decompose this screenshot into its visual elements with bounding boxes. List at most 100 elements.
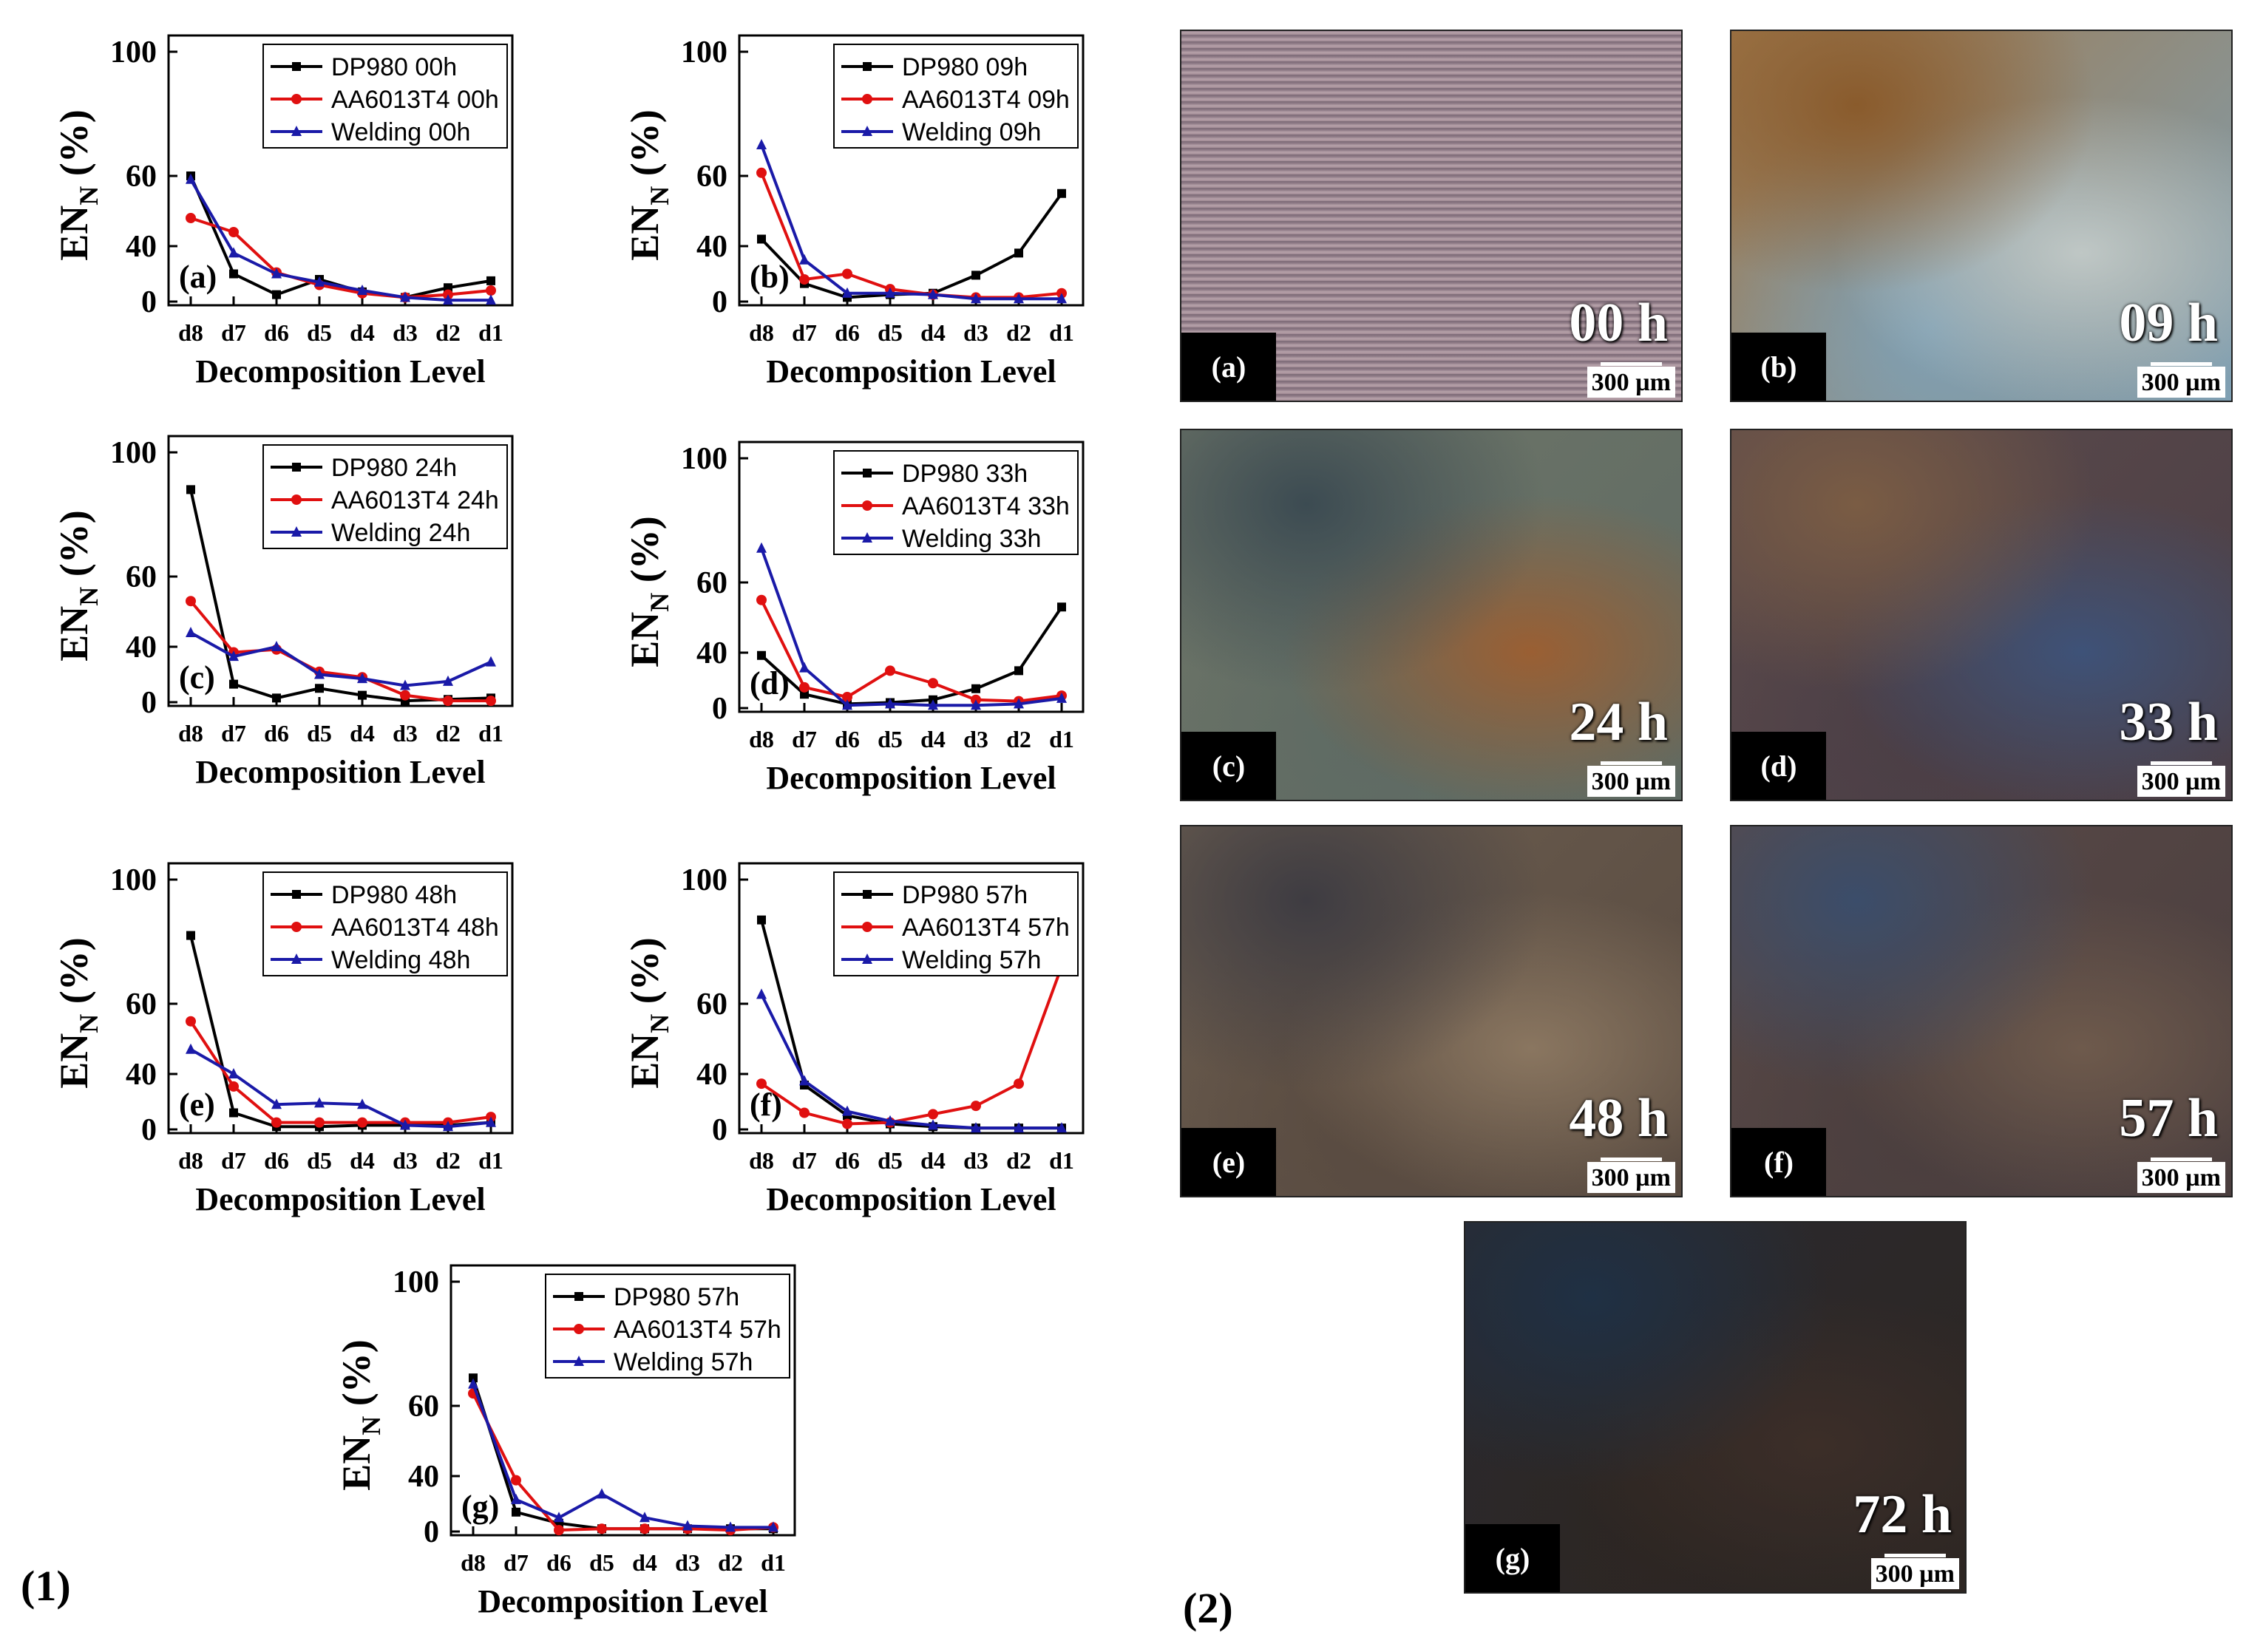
data-point: [842, 692, 852, 702]
data-point: [228, 227, 239, 237]
y-tick-label: 0: [712, 285, 727, 319]
x-tick-label: d7: [221, 1147, 246, 1174]
data-point: [928, 699, 938, 710]
exposure-time-label: 57 h: [2119, 1088, 2218, 1149]
legend-entry: AA6013T4 57h: [902, 914, 1070, 942]
x-tick-label: d1: [1049, 726, 1074, 752]
legend-entry: DP980 33h: [902, 460, 1028, 488]
photo-panel-label: (d): [1731, 732, 1826, 800]
legend-entry: DP980 57h: [902, 881, 1028, 909]
x-tick-label: d2: [435, 720, 461, 747]
x-tick-label: d7: [221, 720, 246, 747]
photo-panel-label: (c): [1181, 732, 1276, 800]
x-tick-label: d5: [878, 1147, 903, 1174]
legend-marker: [291, 954, 302, 964]
exposure-time-label: 33 h: [2119, 692, 2218, 752]
legend-entry: DP980 00h: [331, 53, 457, 81]
x-tick-label: d1: [478, 1147, 503, 1174]
data-point: [486, 294, 496, 305]
scale-bar-label: 300 µm: [2141, 1164, 2221, 1192]
data-point: [799, 254, 810, 265]
x-axis-label: Decomposition Level: [766, 760, 1056, 796]
y-tick-label: 40: [696, 1058, 727, 1092]
series-line: [189, 599, 491, 703]
panel-label: (c): [179, 659, 215, 696]
x-tick-label: d5: [878, 319, 903, 346]
x-axis-label: Decomposition Level: [195, 353, 485, 390]
series-line: [190, 631, 492, 687]
panel-label: (d): [750, 665, 790, 701]
x-tick-label: d3: [963, 319, 988, 346]
exposure-time-label: 48 h: [1569, 1088, 1668, 1149]
data-point: [229, 269, 238, 279]
scale-bar-line: [1600, 1158, 1662, 1161]
legend-entry: Welding 09h: [902, 118, 1041, 146]
scale-bar-label: 300 µm: [2141, 369, 2221, 396]
data-point: [799, 274, 810, 285]
data-point: [186, 1043, 196, 1054]
legend-entry: Welding 48h: [331, 946, 470, 974]
photo-panel-label: (e): [1181, 1128, 1276, 1196]
x-tick-label: d3: [393, 319, 418, 346]
legend-marker: [574, 1324, 584, 1334]
data-point: [842, 1105, 852, 1116]
data-point: [971, 699, 981, 710]
legend-entry: Welding 00h: [331, 118, 470, 146]
data-point: [1056, 692, 1067, 703]
data-point: [757, 650, 766, 660]
legend-marker: [863, 469, 872, 477]
x-tick-label: d2: [1006, 726, 1031, 752]
y-axis-label: ENN (%): [52, 109, 104, 260]
scale-bar: 300 µm: [1587, 761, 1675, 797]
x-tick-label: d1: [478, 720, 503, 747]
data-point: [885, 1115, 895, 1126]
x-tick-label: d6: [546, 1549, 571, 1576]
plot-frame: [167, 862, 514, 1135]
data-point: [400, 679, 410, 690]
plot-frame: [449, 1264, 796, 1537]
x-axis-label: Decomposition Level: [766, 1181, 1056, 1217]
data-point: [469, 1373, 478, 1383]
data-point: [511, 1475, 521, 1486]
part-1-label: (1): [21, 1562, 71, 1610]
series-line: [190, 1048, 492, 1129]
data-point: [554, 1512, 564, 1523]
legend-marker: [862, 126, 872, 136]
data-point: [357, 673, 367, 684]
legend-marker: [292, 463, 301, 472]
data-point: [315, 684, 324, 693]
data-point: [757, 234, 766, 244]
data-point: [186, 931, 195, 940]
x-tick-label: d6: [835, 319, 860, 346]
y-tick-label: 100: [393, 1265, 439, 1299]
data-point: [1014, 293, 1024, 304]
x-tick-label: d8: [461, 1549, 486, 1576]
scale-bar: 300 µm: [1587, 1158, 1675, 1193]
data-point: [357, 1098, 367, 1109]
exposure-time-label: 72 h: [1853, 1484, 1952, 1545]
x-tick-label: d2: [435, 1147, 461, 1174]
scale-bar-label: 300 µm: [1591, 768, 1671, 795]
series-line: [760, 993, 1062, 1130]
data-point: [186, 173, 196, 184]
data-point: [928, 1119, 938, 1130]
series-line: [190, 217, 492, 299]
y-tick-label: 60: [696, 988, 727, 1022]
data-point: [228, 650, 239, 662]
scale-bar: 300 µm: [1587, 362, 1675, 398]
x-tick-label: d4: [350, 720, 375, 747]
legend-marker: [862, 532, 872, 543]
x-tick-label: d2: [1006, 319, 1031, 346]
scale-bar-line: [2150, 1158, 2212, 1161]
chart-panel: 0 40 60 100 d8 d7 d6 d5 d4 d3 d2 d1 Decomposition Le…: [622, 34, 1085, 390]
y-axis-label: ENN (%): [622, 516, 674, 667]
legend-marker: [291, 94, 302, 104]
data-point: [639, 1512, 650, 1523]
data-point: [271, 641, 282, 651]
y-axis-label: ENN (%): [52, 937, 104, 1088]
x-tick-label: d7: [792, 1147, 817, 1174]
x-tick-label: d3: [675, 1549, 700, 1576]
plot-frame: [738, 34, 1085, 307]
data-point: [1056, 1122, 1067, 1133]
x-tick-label: d8: [749, 726, 774, 752]
